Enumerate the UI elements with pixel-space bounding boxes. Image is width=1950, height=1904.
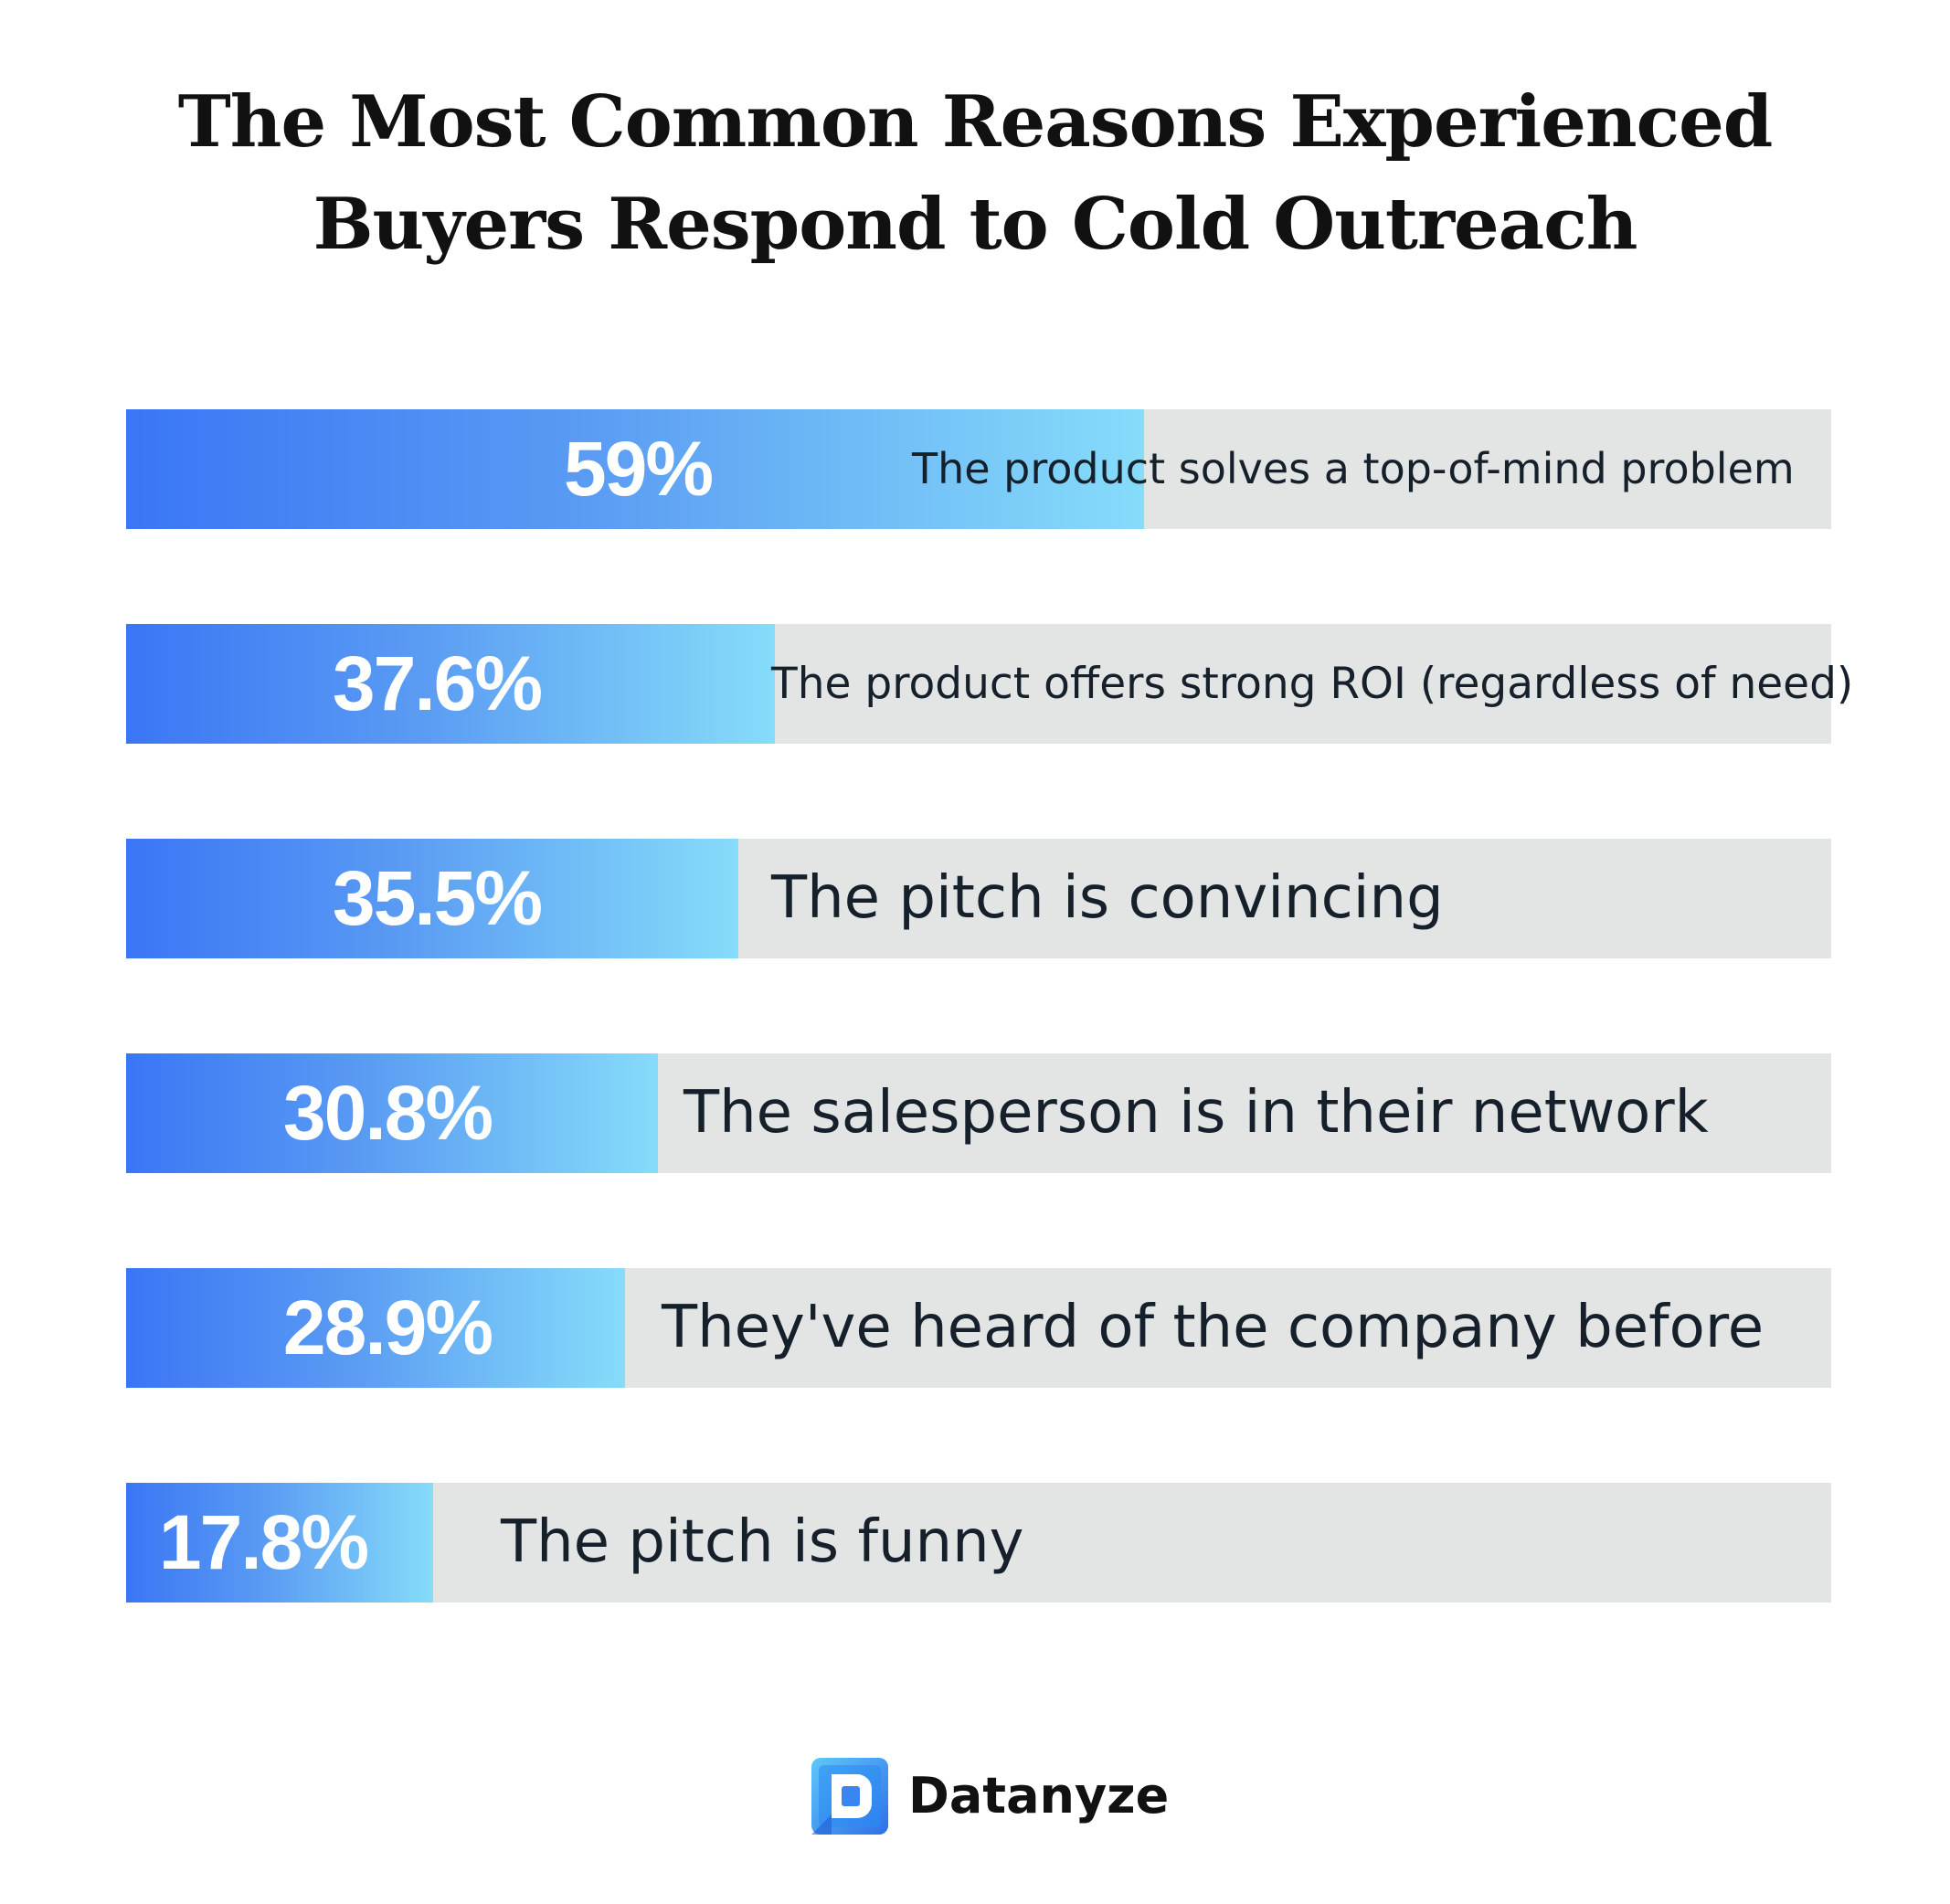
bar-value-label: 37.6% — [332, 640, 543, 726]
bar-chart: 59% The product solves a top-of-mind prob… — [126, 409, 1853, 1606]
bar-track: 17.8% The pitch is funny — [126, 1483, 1831, 1603]
bar-value-label: 59% — [563, 426, 714, 512]
title-line-1: The Most Common Reasons Experienced — [177, 80, 1774, 164]
bar — [126, 1268, 625, 1388]
bar-category-label: The salesperson is in their network — [684, 1079, 1709, 1147]
bar — [126, 624, 775, 744]
bar-category-label: The pitch is funny — [501, 1508, 1024, 1576]
bar-track: 30.8% The salesperson is in their network — [126, 1053, 1831, 1173]
brand-name: Datanyze — [908, 1767, 1170, 1825]
bar-track: 35.5% The pitch is convincing — [126, 839, 1831, 958]
bar-value-label: 30.8% — [282, 1070, 493, 1156]
bar-value-label: 17.8% — [158, 1499, 369, 1585]
bar — [126, 839, 738, 958]
brand-footer: Datanyze — [811, 1758, 1169, 1835]
bar-track: 28.9% They've heard of the company before — [126, 1268, 1831, 1388]
bar — [126, 1053, 658, 1173]
title-line-2: Buyers Respond to Cold Outreach — [313, 183, 1638, 266]
bar-category-label: The pitch is convincing — [771, 864, 1444, 932]
bar-category-label: The product offers strong ROI (regardles… — [771, 659, 1854, 709]
bar-category-label: They've heard of the company before — [662, 1294, 1765, 1361]
datanyze-logo-icon — [811, 1758, 888, 1835]
bar-category-label: The product solves a top-of-mind problem — [912, 444, 1795, 493]
chart-title: The Most Common Reasons Experienced Buye… — [0, 71, 1950, 276]
bar-track: 59% The product solves a top-of-mind prob… — [126, 409, 1831, 529]
bar — [126, 1483, 433, 1603]
bar-value-label: 35.5% — [332, 855, 543, 941]
bar — [126, 409, 1144, 529]
bar-value-label: 28.9% — [282, 1285, 493, 1370]
bar-track: 37.6% The product offers strong ROI (rega… — [126, 624, 1853, 744]
